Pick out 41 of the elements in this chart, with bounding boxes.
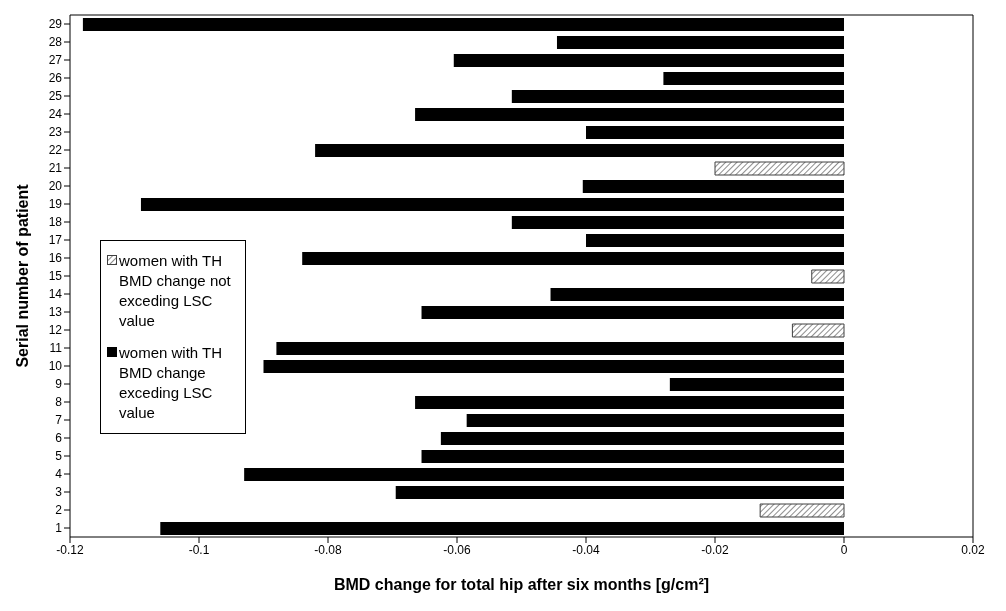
- y-tick-label: 12: [48, 323, 63, 338]
- x-tick-label: 0.02: [961, 542, 985, 557]
- y-tick-label: 1: [55, 521, 63, 536]
- legend-label: women with TH BMD change not exceding LSC value: [119, 251, 232, 331]
- y-tick-label: 9: [55, 377, 63, 392]
- y-tick-label: 23: [48, 125, 63, 140]
- y-tick-label: 6: [55, 431, 63, 446]
- x-tick-label: -0.1: [188, 542, 210, 557]
- y-tick-label: 7: [55, 413, 63, 428]
- x-tick-label: -0.02: [701, 542, 729, 557]
- y-tick-label: 19: [48, 197, 63, 212]
- x-tick-label: -0.08: [314, 542, 342, 557]
- y-tick-label: 28: [48, 35, 63, 50]
- y-tick-label: 8: [55, 395, 63, 410]
- y-tick-label: 16: [48, 251, 63, 266]
- x-tick-label: -0.12: [56, 542, 84, 557]
- y-tick-label: 14: [48, 287, 63, 302]
- y-tick-label: 22: [48, 143, 63, 158]
- y-tick-label: 11: [49, 341, 63, 356]
- y-tick-label: 13: [48, 305, 63, 320]
- x-tick-label: 0: [840, 542, 848, 557]
- y-tick-label: 26: [48, 71, 63, 86]
- y-tick-label: 29: [48, 17, 63, 32]
- y-tick-label: 20: [48, 179, 63, 194]
- y-tick-label: 15: [48, 269, 63, 284]
- y-tick-label: 18: [48, 215, 63, 230]
- y-tick-label: 27: [48, 53, 63, 68]
- y-axis-title: Serial number of patient: [13, 183, 31, 368]
- y-tick-label: 3: [55, 485, 63, 500]
- y-tick-label: 5: [55, 449, 63, 464]
- x-tick-label: -0.06: [443, 542, 471, 557]
- y-tick-label: 4: [55, 467, 63, 482]
- x-axis-title: BMD change for total hip after six months [g/cm²]: [333, 576, 710, 594]
- y-tick-label: 2: [55, 503, 63, 518]
- y-tick-label: 25: [48, 89, 63, 104]
- y-tick-label: 17: [48, 233, 63, 248]
- y-tick-label: 24: [48, 107, 63, 122]
- y-tick-label: 10: [48, 359, 63, 374]
- y-tick-label: 21: [48, 161, 63, 176]
- x-tick-label: -0.04: [572, 542, 600, 557]
- legend-label: women with TH BMD change exceding LSC value: [119, 343, 224, 423]
